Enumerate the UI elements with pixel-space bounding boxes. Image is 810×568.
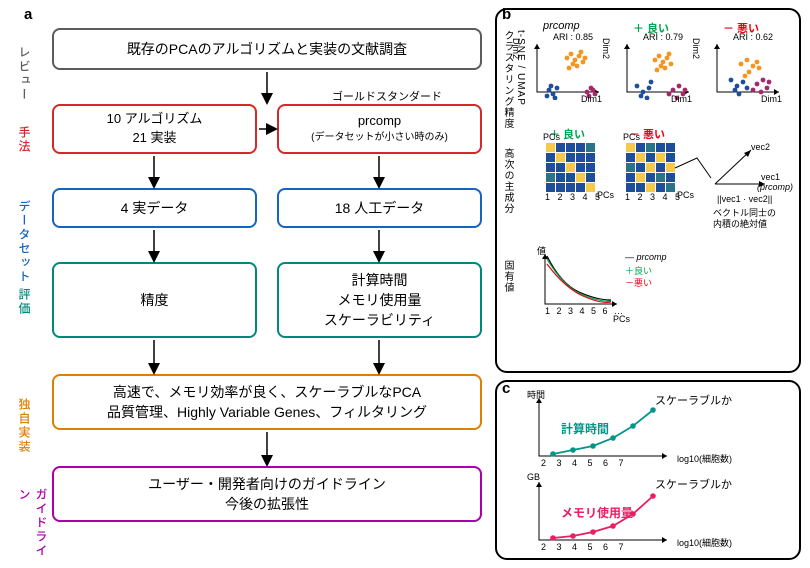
flowchart-box-synth: 18 人工データ xyxy=(277,188,482,228)
heatmap xyxy=(625,142,677,194)
panel-b-section-label: 高次の主成分 xyxy=(500,148,515,214)
scatter-plot xyxy=(623,40,693,100)
panel-b: t-SNE / UMAPクラスタリング精度高次の主成分固有値prcompARI … xyxy=(495,8,801,373)
category-label: レビュー xyxy=(16,46,33,102)
category-label: 手法 xyxy=(16,126,33,154)
flowchart-box-acc: 精度 xyxy=(52,262,257,338)
scatter-plot xyxy=(713,40,783,100)
panel-c: 時間計算時間スケーラブルか2 3 4 5 6 7log10(細胞数)GBメモリ使… xyxy=(495,380,801,560)
scatter-title: prcomp xyxy=(543,20,580,32)
gold-standard-label: ゴールドスタンダード xyxy=(332,88,442,104)
category-label: 評価 xyxy=(16,288,33,316)
category-label: 独自実装 xyxy=(16,398,33,454)
heatmap xyxy=(545,142,597,194)
series-label: メモリ使用量 xyxy=(561,504,633,521)
panel-a: レビュー手法データセット評価独自実装ガイドライン 既存のPCAのアルゴリズムと実… xyxy=(8,8,488,560)
series-label: 計算時間 xyxy=(561,420,609,437)
eigen-legend: — prcomp xyxy=(625,252,667,262)
panel-b-section-label: 固有値 xyxy=(500,260,515,293)
flowchart-box-prcomp: prcomp(データセットが小さい時のみ) xyxy=(277,104,482,154)
flowchart-box-impl: 高速で、メモリ効率が良く、スケーラブルなPCA品質管理、Highly Varia… xyxy=(52,374,482,430)
category-label: データセット xyxy=(16,200,33,284)
flowchart-box-real: 4 実データ xyxy=(52,188,257,228)
eigen-legend: －悪い xyxy=(625,276,652,289)
flowchart-box-guide: ユーザー・開発者向けのガイドライン今後の拡張性 xyxy=(52,466,482,522)
flowchart-box-methods: 10 アルゴリズム21 実装 xyxy=(52,104,257,154)
flowchart: レビュー手法データセット評価独自実装ガイドライン 既存のPCAのアルゴリズムと実… xyxy=(52,28,484,562)
flowchart-box-compute: 計算時間メモリ使用量スケーラビリティ xyxy=(277,262,482,338)
scatter-plot xyxy=(533,40,603,100)
category-label: ガイドライン xyxy=(16,488,50,562)
eigen-plot xyxy=(541,250,621,310)
flowchart-box-review: 既存のPCAのアルゴリズムと実装の文献調査 xyxy=(52,28,482,70)
